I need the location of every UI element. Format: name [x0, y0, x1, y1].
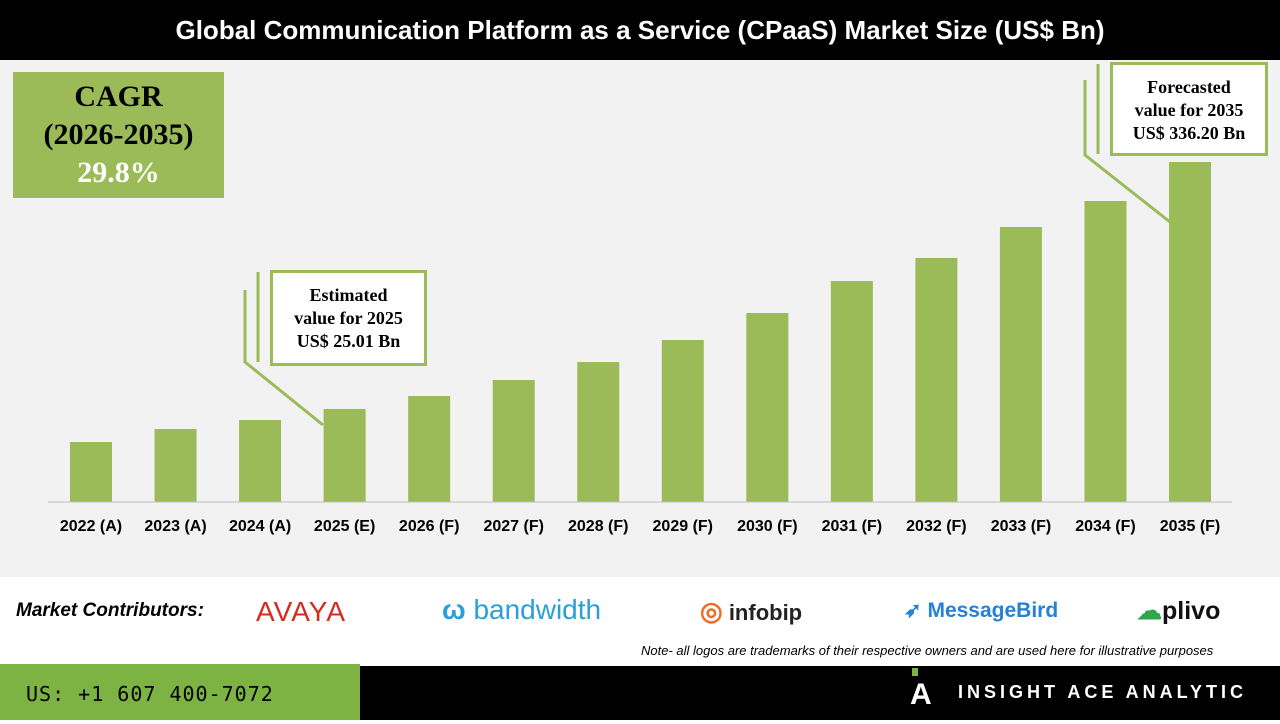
messagebird-logo: ➶ MessageBird: [904, 598, 1058, 623]
chart-title: Global Communication Platform as a Servi…: [0, 0, 1280, 60]
bandwidth-text: bandwidth: [473, 594, 602, 625]
cagr-label: CAGR: [74, 80, 163, 113]
bar-2024 (A): [239, 419, 282, 502]
bar-2035 (F): [1169, 162, 1212, 502]
messagebird-icon: ➶: [904, 599, 922, 622]
callout-line: value for 2035: [1134, 100, 1244, 120]
x-tick-label: 2029 (F): [653, 518, 713, 535]
x-tick-label: 2024 (A): [229, 518, 291, 535]
plivo-logo: ☁plivo: [1137, 596, 1220, 626]
bar-2030 (F): [746, 312, 789, 502]
phone-number[interactable]: US: +1 607 400-7072: [0, 664, 360, 720]
x-tick-label: 2023 (A): [144, 518, 206, 535]
bar-2022 (A): [70, 442, 112, 502]
x-tick-label: 2027 (F): [483, 518, 543, 535]
footer-bar: [360, 666, 1280, 720]
brand-logo-icon: A: [910, 678, 932, 711]
callout-line: value for 2025: [294, 308, 403, 328]
bar-2034 (F): [1084, 201, 1127, 502]
x-tick-label: 2030 (F): [737, 518, 797, 535]
bandwidth-logo: ω bandwidth: [442, 594, 601, 626]
x-tick-label: 2033 (F): [991, 518, 1051, 535]
bar-2026 (F): [408, 396, 451, 502]
x-tick-label: 2032 (F): [906, 518, 966, 535]
cagr-value: 29.8%: [77, 156, 160, 189]
infobip-icon: ◎: [700, 596, 723, 626]
bandwidth-icon: ω: [442, 594, 466, 625]
callout-line: Forecasted: [1147, 77, 1231, 97]
callout-value: US$ 336.20 Bn: [1132, 123, 1246, 143]
bar-2028 (F): [577, 362, 620, 502]
callout-value: US$ 25.01 Bn: [296, 331, 401, 351]
brand-logo-accent: [912, 668, 918, 676]
bar-2023 (A): [154, 428, 197, 502]
forecasted-callout: Forecasted value for 2035 US$ 336.20 Bn: [1110, 62, 1268, 156]
plot-area: 2022 (A) 2023 (A) 2024 (A) 2025 (E) 2026 (F)…: [0, 60, 1280, 577]
bar-2032 (F): [915, 257, 958, 502]
x-tick-label: 2031 (F): [822, 518, 882, 535]
x-tick-label: 2022 (A): [60, 518, 122, 535]
plivo-text: plivo: [1162, 597, 1221, 625]
bar-2027 (F): [492, 380, 535, 502]
bar-chart: 2022 (A) 2023 (A) 2024 (A) 2025 (E) 2026 (F)…: [48, 64, 1232, 535]
callout-leader-line: [1083, 80, 1171, 224]
estimated-callout: Estimated value for 2025 US$ 25.01 Bn: [270, 270, 427, 366]
callout-line: Estimated: [309, 285, 388, 305]
avaya-logo: AVAYA: [256, 596, 347, 627]
x-tick-label: 2035 (F): [1160, 518, 1220, 535]
x-tick-label: 2026 (F): [399, 518, 459, 535]
x-tick-label: 2028 (F): [568, 518, 628, 535]
brand-name: INSIGHT ACE ANALYTIC: [958, 682, 1248, 702]
trademark-note: Note- all logos are trademarks of their …: [641, 643, 1214, 658]
bar-2031 (F): [830, 281, 873, 502]
infobip-text: infobip: [728, 600, 803, 625]
bar-2029 (F): [661, 339, 704, 502]
bar-2025 (E): [323, 408, 366, 502]
callout-leader-line: [243, 290, 324, 427]
cagr-box: CAGR (2026-2035) 29.8%: [13, 72, 224, 198]
plivo-icon: ☁: [1137, 597, 1162, 625]
contributors-label: Market Contributors:: [16, 600, 204, 621]
cagr-period: (2026-2035): [43, 118, 194, 151]
x-tick-label: 2034 (F): [1075, 518, 1135, 535]
bar-2033 (F): [999, 227, 1042, 502]
infobip-logo: ◎ infobip: [700, 596, 802, 627]
messagebird-text: MessageBird: [927, 599, 1059, 622]
x-tick-label: 2025 (E): [314, 518, 375, 535]
